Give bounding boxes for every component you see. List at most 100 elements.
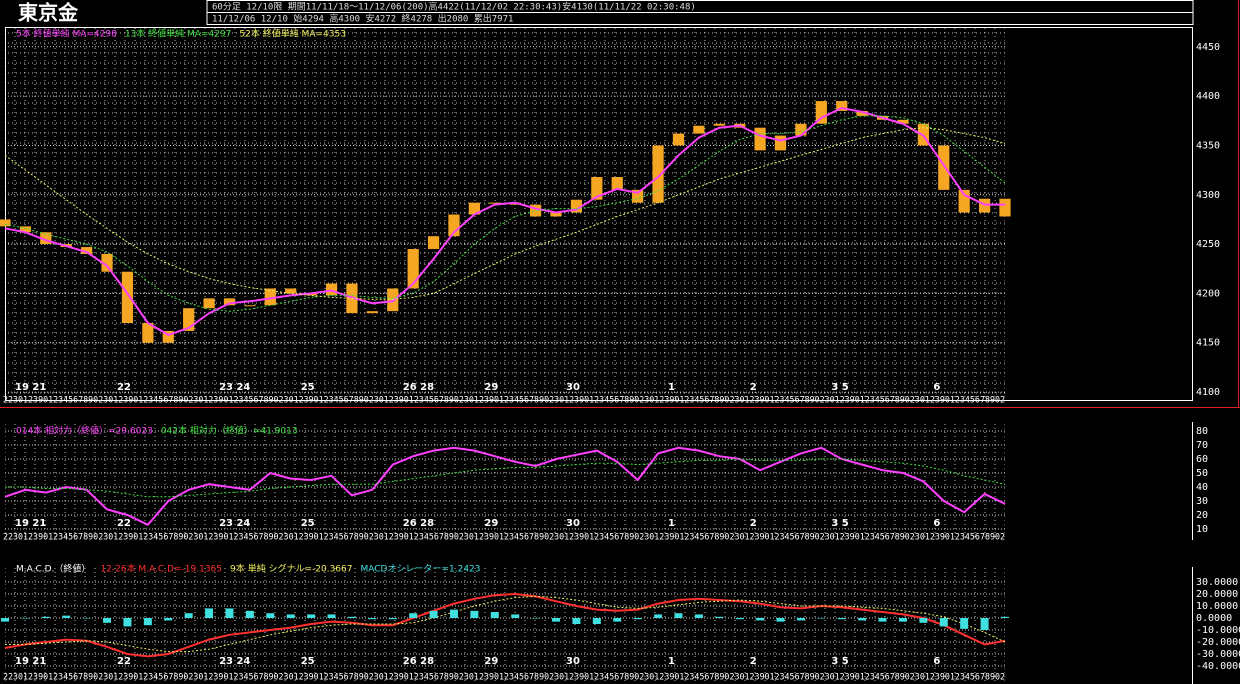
x-tick-label: 29 <box>484 518 498 529</box>
oscillator-bar <box>429 610 438 619</box>
y-tick-label: 4150 <box>1196 338 1220 349</box>
candle <box>223 298 236 306</box>
oscillator-bar <box>470 610 479 619</box>
oscillator-bar <box>796 618 805 621</box>
x-tick-label: 6 <box>933 382 940 393</box>
x-tick-label: 3 5 <box>831 382 848 393</box>
legend-entry: 014本 相対力（終値）=29.6023 <box>16 425 153 437</box>
x-tick-label: 25 <box>301 382 315 393</box>
macd-grid <box>5 567 1005 684</box>
oscillator-bar <box>368 618 377 620</box>
oscillator-bar <box>715 616 724 619</box>
series-line <box>5 595 1006 653</box>
oscillator-bar <box>674 613 683 619</box>
oscillator-bar <box>817 618 826 619</box>
x-tick-label: 1 <box>668 656 675 667</box>
candle <box>897 119 909 124</box>
oscillator-bar <box>919 618 928 623</box>
oscillator-bar <box>654 614 663 619</box>
candle <box>162 330 174 343</box>
y-tick-label: 10 <box>1196 524 1208 535</box>
legend-title: M.A.C.D.（終値） <box>16 563 90 575</box>
x-tick-label: 22 <box>117 518 131 529</box>
oscillator-bar <box>613 618 622 622</box>
y-tick-label: -30.0000 <box>1196 649 1240 660</box>
legend-entry: 12-26本 M.A.C.D=-19.1365 <box>100 563 222 575</box>
series-line <box>4 127 1006 300</box>
x-tick-label: 6 <box>933 518 940 529</box>
oscillator-bar <box>960 618 969 629</box>
y-tick-label: 80 <box>1196 426 1208 437</box>
candle <box>285 288 297 294</box>
candle <box>672 133 685 146</box>
x-tick-label: 23 24 <box>219 518 250 529</box>
candle <box>938 145 950 190</box>
candle <box>325 283 338 296</box>
hour-axis: 2230123901234567890230123901234567890230… <box>3 396 1005 406</box>
rsi-grid <box>5 422 1005 540</box>
legend-entry: 5本 終値単純 MA=4298 <box>16 28 117 40</box>
oscillator-bar <box>592 618 601 625</box>
x-tick-label: 1 <box>668 382 675 393</box>
y-tick-label: 10.0000 <box>1196 601 1238 612</box>
candle <box>101 253 113 272</box>
candle <box>427 236 440 250</box>
oscillator-bar <box>409 613 418 619</box>
x-tick-label: 1 <box>668 518 675 529</box>
oscillator-bar <box>572 618 581 625</box>
candle <box>489 202 501 204</box>
oscillator-bar <box>245 610 254 619</box>
candle <box>468 202 480 215</box>
oscillator-bar <box>225 608 234 619</box>
candle <box>387 288 399 312</box>
x-tick-label: 25 <box>301 518 315 529</box>
oscillator-bar <box>531 618 540 619</box>
oscillator-bar <box>388 618 397 620</box>
x-tick-label: 26 28 <box>403 382 434 393</box>
candle <box>305 293 317 296</box>
hour-axis: 2230123901234567890230123901234567890230… <box>3 673 1005 683</box>
candle <box>550 212 562 217</box>
header-line: 11/12/06 12/10 始4294 高4300 安4272 終4278 出… <box>212 13 513 25</box>
x-tick-label: 19 21 <box>15 382 46 393</box>
oscillator-bar <box>123 618 132 627</box>
oscillator-bar <box>980 618 989 631</box>
oscillator-bar <box>858 618 867 621</box>
y-tick-label: 4200 <box>1196 288 1220 299</box>
candle <box>754 127 766 151</box>
x-tick-label: 2 <box>750 518 757 529</box>
x-tick-label: 19 21 <box>15 656 46 667</box>
x-tick-label: 30 <box>566 382 580 393</box>
x-tick-label: 23 24 <box>219 656 250 667</box>
oscillator-bar <box>143 618 152 626</box>
y-tick-label: -40.0000 <box>1196 661 1240 672</box>
x-tick-label: 19 21 <box>15 518 46 529</box>
candle <box>693 125 705 134</box>
chart-title: 東京金 <box>18 1 79 25</box>
series-line <box>4 592 1006 658</box>
candle <box>264 288 276 306</box>
oscillator-bar <box>735 618 744 620</box>
legend-entry: 9本 単純 シグナル=-20.3667 <box>230 563 352 575</box>
oscillator-bar <box>776 618 785 622</box>
oscillator-bar <box>898 618 907 622</box>
oscillator-bar <box>307 614 316 619</box>
y-tick-label: 30 <box>1196 496 1208 507</box>
candle <box>652 145 664 203</box>
candle <box>40 232 52 245</box>
y-tick-label: 30.0000 <box>1196 577 1238 588</box>
y-tick-label: 20.0000 <box>1196 589 1238 600</box>
y-tick-label: -10.0000 <box>1196 625 1240 636</box>
oscillator-bar <box>633 618 642 620</box>
oscillator-bar <box>449 609 458 619</box>
candle <box>978 198 991 213</box>
candle <box>121 271 134 324</box>
candle <box>407 249 419 289</box>
legend-entry: MACDオシレーター=1.2423 <box>360 564 480 575</box>
x-tick-label: 25 <box>301 656 315 667</box>
oscillator-bar <box>552 618 561 622</box>
oscillator-bar <box>164 618 173 621</box>
candle <box>856 110 868 116</box>
candle <box>774 135 787 151</box>
